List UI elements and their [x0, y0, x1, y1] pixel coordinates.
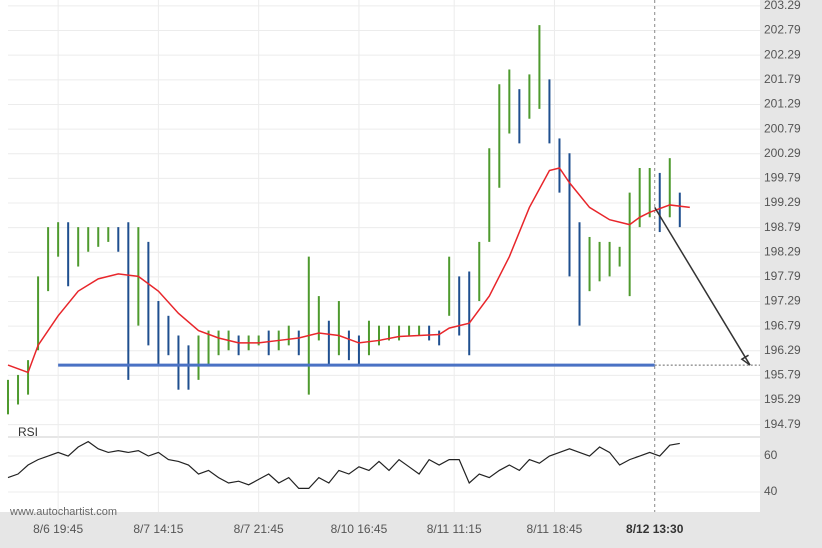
- y-tick-label: 196.79: [764, 318, 801, 332]
- y-tick-label: 201.29: [764, 97, 801, 111]
- x-tick-label: 8/11 11:15: [427, 522, 482, 536]
- y-tick-label: 200.79: [764, 121, 801, 135]
- x-tick-label: 8/7 21:45: [234, 522, 284, 536]
- rsi-tick-label: 40: [764, 484, 778, 498]
- y-tick-label: 202.79: [764, 23, 801, 37]
- x-tick-label: 8/10 16:45: [331, 522, 388, 536]
- y-tick-label: 201.79: [764, 72, 801, 86]
- x-tick-label: 8/6 19:45: [33, 522, 83, 536]
- y-tick-label: 203.29: [764, 0, 801, 12]
- y-tick-label: 197.29: [764, 294, 801, 308]
- y-tick-label: 202.29: [764, 47, 801, 61]
- y-axis-band: [760, 0, 822, 548]
- x-tick-label: 8/11 18:45: [527, 522, 583, 536]
- rsi-line: [7, 440, 680, 490]
- y-tick-label: 200.29: [764, 146, 801, 160]
- watermark: www.autochartist.com: [9, 506, 117, 518]
- y-tick-label: 198.79: [764, 220, 801, 234]
- y-tick-label: 198.29: [764, 244, 801, 258]
- y-tick-label: 196.29: [764, 343, 801, 357]
- y-tick-label: 195.79: [764, 368, 801, 382]
- y-tick-label: 195.29: [764, 392, 801, 406]
- y-tick-label: 199.79: [764, 171, 801, 185]
- moving-average: [7, 167, 690, 374]
- x-tick-label: 8/12 13:30: [626, 522, 684, 536]
- forecast-arrow: [654, 207, 751, 366]
- rsi-tick-label: 60: [764, 448, 778, 462]
- x-axis-band: [0, 512, 760, 548]
- rsi-label: RSI: [18, 425, 38, 439]
- y-tick-label: 199.29: [764, 195, 801, 209]
- y-tick-label: 194.79: [764, 417, 801, 431]
- x-tick-label: 8/7 14:15: [133, 522, 183, 536]
- y-tick-label: 197.79: [764, 269, 801, 283]
- arrow-head: [740, 354, 751, 366]
